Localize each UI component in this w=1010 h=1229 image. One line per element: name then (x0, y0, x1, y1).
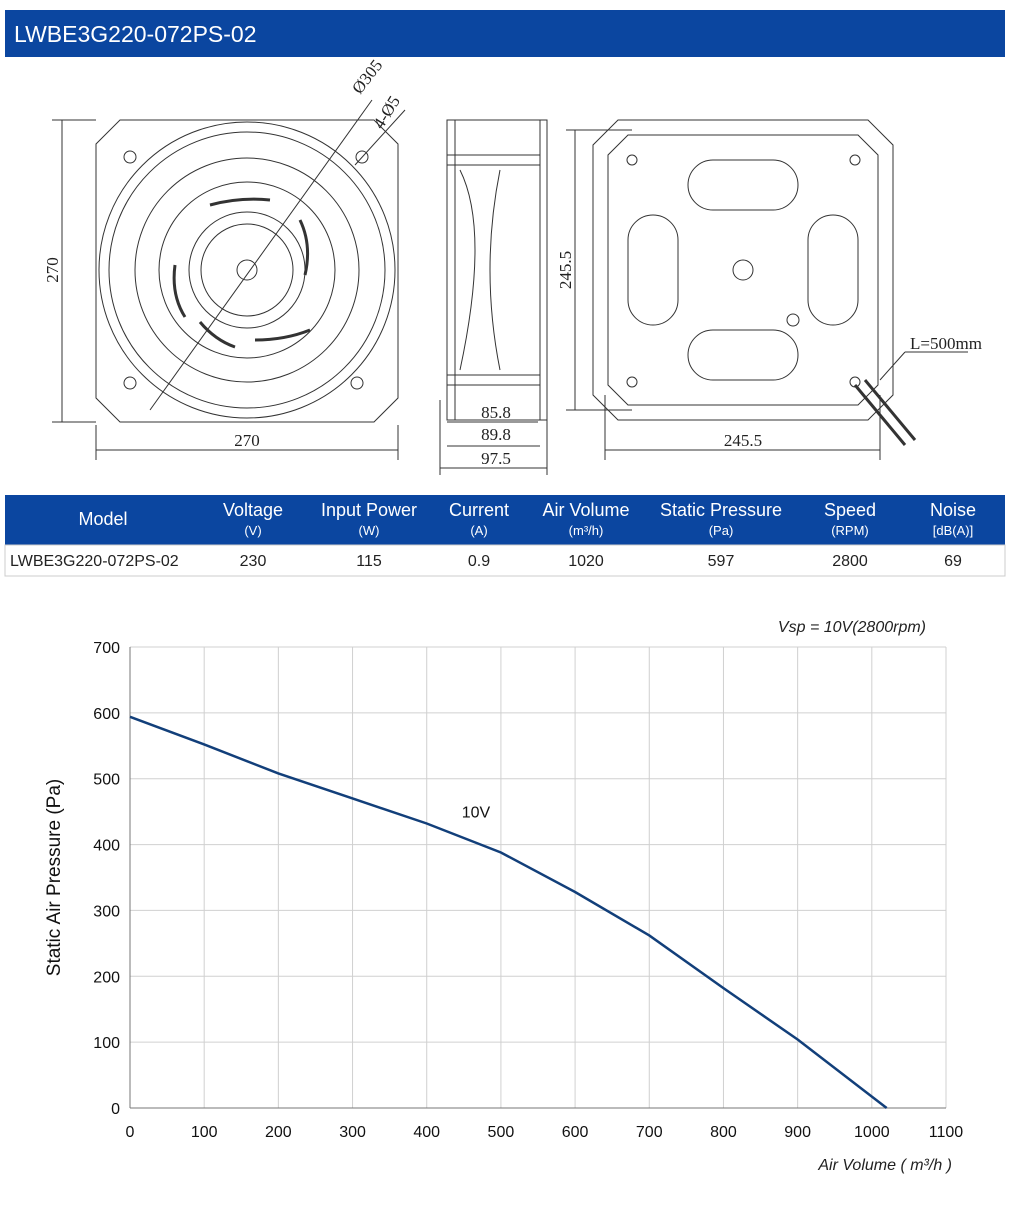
series-label: 10V (462, 804, 491, 821)
y-tick-label: 0 (111, 1101, 120, 1118)
column-name: Model (78, 509, 127, 529)
dim-label: 4-Ø5 (369, 92, 404, 132)
drawing-line (172, 197, 311, 349)
dim-label: Ø305 (348, 56, 386, 97)
y-tick-label: 700 (93, 640, 120, 657)
x-tick-label: 500 (488, 1124, 515, 1141)
x-tick-label: 700 (636, 1124, 663, 1141)
column-unit: [dB(A)] (933, 523, 973, 538)
y-tick-label: 100 (93, 1035, 120, 1052)
y-tick-label: 400 (93, 838, 120, 855)
table-cell: 597 (708, 553, 735, 570)
drawing-line (200, 223, 294, 317)
y-tick-label: 200 (93, 969, 120, 986)
x-tick-label: 0 (126, 1124, 135, 1141)
column-unit: (m³/h) (569, 523, 604, 538)
dim-label: 270 (234, 431, 260, 450)
y-axis-label: Static Air Pressure (Pa) (44, 779, 65, 976)
drawing-line (108, 131, 386, 409)
column-unit: (A) (470, 523, 487, 538)
table-cell: 69 (944, 553, 962, 570)
x-tick-label: 1100 (929, 1124, 964, 1141)
x-axis-label: Air Volume ( m³/h ) (817, 1157, 952, 1174)
technical-drawing (52, 99, 968, 475)
y-tick-label: 500 (93, 772, 120, 789)
x-tick-label: 1000 (854, 1124, 890, 1141)
column-name: Input Power (321, 500, 417, 520)
dim-label: 85.8 (481, 403, 511, 422)
drawing-line (592, 119, 894, 421)
drawing-line (807, 214, 859, 326)
column-name: Noise (930, 500, 976, 520)
drawing-line (236, 259, 258, 281)
table-header (5, 495, 1005, 545)
column-name: Current (449, 500, 509, 520)
x-tick-label: 800 (710, 1124, 737, 1141)
column-unit: (Pa) (709, 523, 734, 538)
data-line (129, 715, 888, 1109)
dim-label: L=500mm (910, 334, 982, 353)
drawing-line (350, 376, 364, 390)
table-cell: 230 (240, 553, 267, 570)
drawing-line (879, 351, 906, 381)
drawing-line (355, 150, 369, 164)
drawing-line (459, 169, 501, 371)
column-unit: (RPM) (831, 523, 869, 538)
drawing-line (123, 150, 137, 164)
drawing-line (354, 109, 406, 166)
header-bar (5, 10, 1005, 57)
x-tick-label: 900 (784, 1124, 811, 1141)
y-tick-label: 300 (93, 903, 120, 920)
drawing-line (158, 181, 336, 359)
drawing-line (853, 379, 917, 446)
drawing-line (134, 157, 360, 383)
drawing-line (626, 376, 638, 388)
x-tick-label: 100 (191, 1124, 218, 1141)
drawing-line (95, 119, 399, 423)
drawing-line (687, 329, 799, 381)
column-name: Speed (824, 500, 876, 520)
drawing-line (446, 119, 548, 421)
drawing-line (687, 159, 799, 211)
dim-label: 245.5 (724, 431, 762, 450)
table-cell: 1020 (568, 553, 604, 570)
drawing-line (188, 211, 306, 329)
dim-label: 89.8 (481, 425, 511, 444)
drawing-line (626, 154, 638, 166)
drawing-line (732, 259, 754, 281)
drawing-line (786, 313, 800, 327)
dim-label: 97.5 (481, 449, 511, 468)
table-cell: 2800 (832, 553, 868, 570)
dim-label: 245.5 (556, 251, 575, 289)
drawing-labels: Ø305 4-Ø5 270 270 85.8 89.8 97.5 245.5 2… (43, 56, 982, 468)
drawing-line (627, 214, 679, 326)
header-title: LWBE3G220-072PS-02 (14, 21, 257, 47)
table-cell: 115 (356, 553, 382, 570)
dim-label: 270 (43, 257, 62, 283)
column-name: Voltage (223, 500, 283, 520)
x-tick-label: 600 (562, 1124, 589, 1141)
chart: 0 100 200 300 400 500 600 700 0 100 200 300 400 500 60… (44, 619, 963, 1174)
drawing-line (123, 376, 137, 390)
column-name: Static Pressure (660, 500, 782, 520)
drawing-line (98, 121, 396, 419)
annotation: Vsp = 10V(2800rpm) (778, 619, 926, 636)
drawing-line (149, 99, 373, 411)
y-tick-label: 600 (93, 706, 120, 723)
column-name: Air Volume (542, 500, 629, 520)
table-row (4, 544, 1006, 577)
column-unit: (V) (244, 523, 261, 538)
x-tick-label: 400 (413, 1124, 440, 1141)
table-cell: 0.9 (468, 553, 490, 570)
table-cell: LWBE3G220-072PS-02 (10, 553, 179, 570)
x-tick-label: 300 (339, 1124, 366, 1141)
drawing-line (607, 134, 879, 406)
drawing-line (849, 154, 861, 166)
spec-table: Model Voltage (V) Input Power (W) Current (A) A… (10, 500, 976, 570)
column-unit: (W) (359, 523, 380, 538)
x-tick-label: 200 (265, 1124, 292, 1141)
